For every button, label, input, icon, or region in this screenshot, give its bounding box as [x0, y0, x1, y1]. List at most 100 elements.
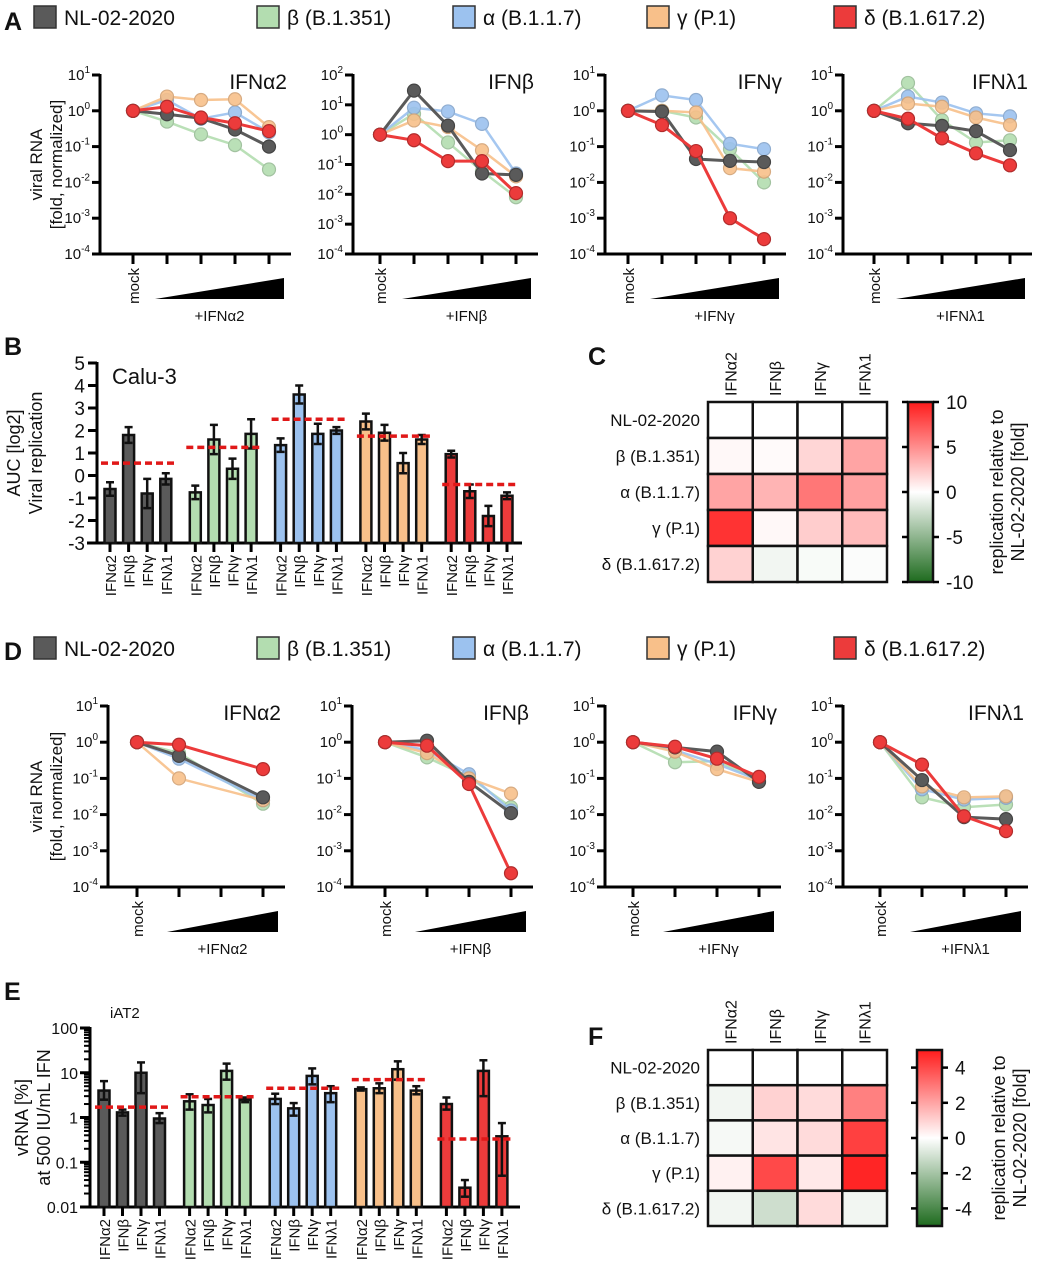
- heatmap-cell: [796, 544, 844, 584]
- column-label: IFNα2: [723, 352, 740, 396]
- data-point: [914, 757, 930, 772]
- data-point: [419, 738, 435, 753]
- heatmap-cell: [706, 436, 754, 476]
- column-label: IFNα2: [723, 1000, 740, 1044]
- legend-label: NL-02-2020: [64, 638, 175, 661]
- data-point: [503, 806, 519, 821]
- heatmap-cell: [706, 1048, 754, 1087]
- legend-swatch: [833, 5, 857, 29]
- y-tick-label: 10-1: [807, 137, 833, 156]
- bar-group-NL-02-2020: IFNα2 IFNβ IFNγ IFNλ1: [95, 1061, 170, 1260]
- legend-swatch: [646, 636, 670, 660]
- x-axis-label: +IFNβ: [450, 941, 492, 958]
- heatmap-cell: [751, 472, 799, 512]
- y-axis-label: at 500 IU/mL IFN: [34, 1049, 54, 1185]
- colorbar: [906, 400, 935, 584]
- colorbar-label: NL-02-2020 [fold]: [1008, 422, 1028, 561]
- y-tick-label: 3: [74, 399, 85, 420]
- heatmap-cell: [751, 436, 799, 476]
- heatmap-cell: [706, 1189, 754, 1228]
- mock-label: mock: [130, 901, 147, 937]
- mock-label: mock: [126, 268, 143, 304]
- bar: [182, 1100, 197, 1209]
- series-δ (B.1.617.2): [620, 103, 772, 247]
- y-tick-label: 0.01: [47, 1200, 78, 1217]
- data-point: [129, 735, 145, 750]
- y-tick-label: 10-3: [316, 841, 342, 860]
- data-point: [508, 185, 524, 201]
- legend: NL-02-2020 β (B.1.351) α (B.1.1.7) γ (P.1) δ…: [33, 636, 985, 661]
- row-label: β (B.1.351): [616, 1094, 700, 1113]
- x-tick-label: IFNγ: [134, 1219, 151, 1251]
- series-line: [879, 741, 1007, 809]
- y-tick-label: 10-4: [807, 244, 833, 263]
- x-tick-label: IFNα2: [188, 555, 205, 596]
- x-tick-label: IFNα2: [274, 555, 291, 596]
- y-tick-label: 10-3: [807, 208, 833, 227]
- y-tick-label: 100: [320, 732, 343, 751]
- data-point: [474, 154, 490, 169]
- chart-title: IFNλ1: [972, 71, 1028, 94]
- bar: [292, 393, 306, 545]
- data-point: [998, 824, 1014, 839]
- legend-label: δ (B.1.617.2): [864, 7, 985, 30]
- x-tick-label: IFNα2: [183, 1219, 200, 1260]
- data-point: [159, 99, 175, 114]
- series-line: [879, 740, 1007, 833]
- chart-title: IFNα2: [229, 71, 287, 94]
- data-point: [968, 124, 984, 139]
- legend-swatch: [452, 5, 476, 29]
- legend-swatch: [452, 636, 476, 660]
- heatmap-cell: [751, 1119, 799, 1157]
- bar: [372, 1087, 387, 1209]
- line-chart-D-IFNλ1: 10-4 10-3 10-2 10-1 100 101 mock +IFNλ1 IFNλ1: [807, 696, 1028, 958]
- x-tick-label: IFNβ: [201, 1219, 218, 1252]
- data-point: [1002, 142, 1018, 158]
- heatmap-cell: [841, 400, 889, 440]
- x-axis-label: +IFNγ: [694, 308, 735, 325]
- y-tick-label: 10-1: [316, 768, 342, 787]
- y-axis-label: viral RNA: [27, 760, 46, 832]
- heatmap-cell: [706, 1083, 754, 1122]
- x-tick-label: IFNλ1: [329, 555, 346, 595]
- x-tick-label: IFNα2: [354, 1219, 371, 1260]
- series-δ (B.1.617.2): [377, 735, 519, 881]
- data-point: [377, 735, 393, 750]
- y-tick-label: 10-1: [807, 768, 833, 787]
- series-line: [627, 109, 765, 241]
- heatmap-cell: [706, 544, 754, 584]
- y-tick-label: 10-3: [317, 214, 343, 233]
- x-tick-label: IFNγ: [391, 1219, 408, 1251]
- bar: [244, 432, 258, 545]
- y-tick-label: 10-4: [316, 877, 342, 896]
- y-tick-label: 10-4: [569, 877, 595, 896]
- x-tick-label: IFNβ: [378, 555, 395, 588]
- series-line: [632, 740, 760, 784]
- mock-label: mock: [867, 268, 884, 304]
- data-point: [998, 812, 1014, 827]
- y-tick-label: 10-1: [72, 768, 98, 787]
- x-tick-label: IFNβ: [458, 1219, 475, 1252]
- y-tick-label: 10-4: [64, 244, 90, 263]
- y-axis-label: [fold, normalized]: [47, 732, 66, 861]
- series-δ (B.1.617.2): [866, 103, 1018, 173]
- heatmap-cell: [751, 544, 799, 584]
- bar-group-γ (P.1): IFNα2 IFNβ IFNγ IFNλ1: [356, 412, 432, 596]
- data-point: [900, 111, 916, 126]
- dose-wedge: [663, 911, 774, 932]
- heatmap-C: NL-02-2020 β (B.1.351) α (B.1.1.7) γ (P.1) δ…: [602, 352, 1028, 594]
- y-tick-label: 100: [51, 1021, 78, 1038]
- y-tick-label: 10-3: [569, 208, 595, 227]
- bar-group-α (B.1.1.7): IFNα2 IFNβ IFNγ IFNλ1: [271, 384, 346, 596]
- heatmap-cell: [796, 400, 844, 440]
- legend: NL-02-2020 β (B.1.351) α (B.1.1.7) γ (P.1) δ…: [33, 5, 985, 30]
- series-line: [384, 739, 512, 815]
- heatmap-cell: [841, 544, 889, 584]
- colorbar-tick-label: 4: [955, 1059, 966, 1080]
- bar: [377, 431, 392, 545]
- y-axis-label: [fold, normalized]: [47, 100, 66, 229]
- data-point: [193, 127, 209, 142]
- heatmap-cell: [706, 508, 754, 548]
- y-tick-label: 102: [321, 65, 344, 84]
- y-tick-label: 10-2: [569, 172, 595, 191]
